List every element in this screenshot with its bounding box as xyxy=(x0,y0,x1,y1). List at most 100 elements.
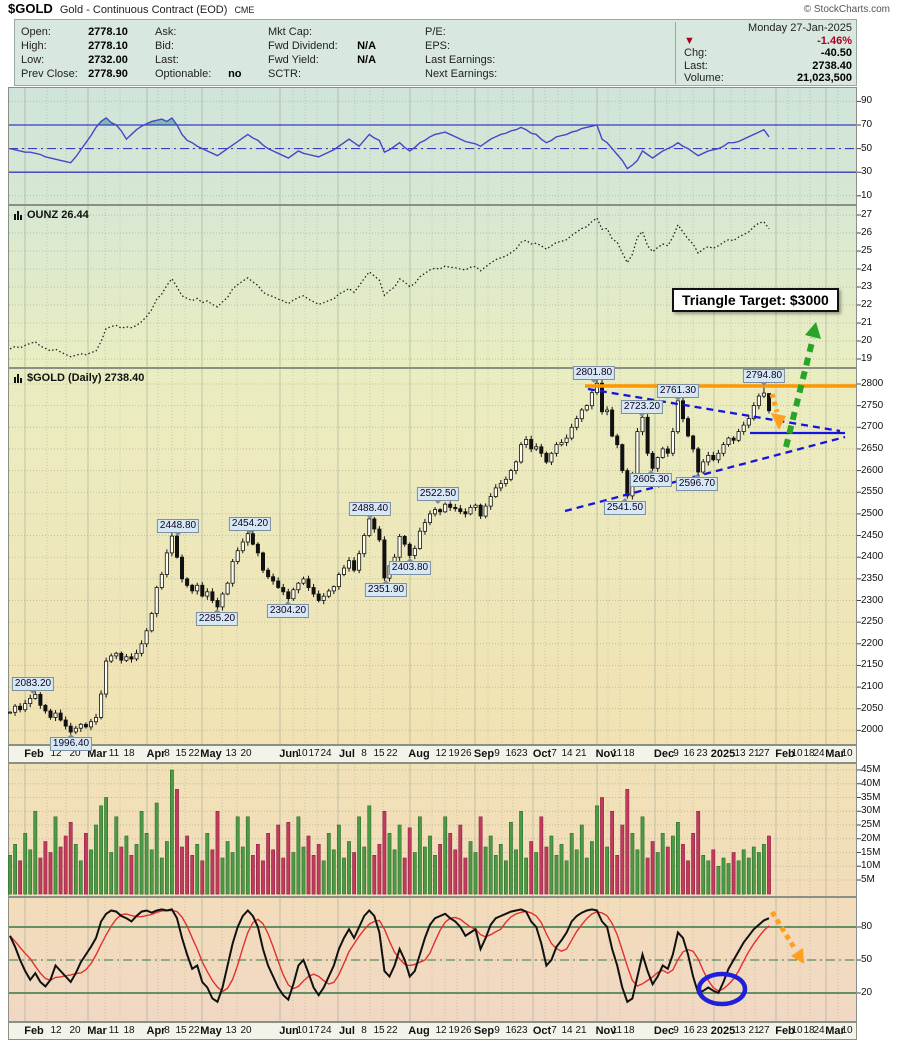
info-value: no xyxy=(228,68,242,80)
y-axis-label: 30 xyxy=(861,166,873,178)
info-label: Fwd Yield: xyxy=(268,54,319,66)
y-axis-label: 70 xyxy=(861,119,873,130)
quote-col-ohlc: Open: 2778.10 High: 2778.10 Low: 2732.00 Pr… xyxy=(21,25,128,81)
x-axis-label: 22 xyxy=(386,1025,398,1036)
security-name: Gold - Continuous Contract (EOD) xyxy=(59,4,228,16)
x-axis-label: 8 xyxy=(164,1025,170,1036)
x-axis-label: 20 xyxy=(69,1025,81,1036)
y-axis-label: 10M xyxy=(861,860,881,872)
x-axis-label: 21 xyxy=(575,1025,587,1036)
volume-label: Volume: xyxy=(684,72,724,85)
y-axis-label: 2600 xyxy=(861,464,884,476)
info-label: Ask: xyxy=(155,26,177,38)
x-axis-label: Mar xyxy=(825,748,845,760)
chg-value: -40.50 xyxy=(820,47,852,60)
x-axis-label: 24 xyxy=(813,748,825,759)
x-axis-label: 8 xyxy=(361,1025,367,1036)
x-axis-label: 10 xyxy=(841,1025,853,1036)
y-axis-label: 30M xyxy=(861,805,881,817)
x-axis-label: 9 xyxy=(673,748,679,759)
x-axis-label: 18 xyxy=(803,748,815,759)
y-axis-label: 2800 xyxy=(861,378,884,389)
x-axis-label: 14 xyxy=(561,748,573,759)
last-value: 2738.40 xyxy=(812,59,852,72)
x-axis-label: 21 xyxy=(748,748,760,759)
x-axis-label: 9 xyxy=(673,1025,679,1036)
y-axis-label: 2150 xyxy=(861,659,884,671)
x-axis-label: Feb xyxy=(24,748,44,760)
x-axis-label: 2025 xyxy=(710,1025,736,1037)
x-axis-label: Feb xyxy=(775,1025,795,1037)
x-axis-label: 21 xyxy=(748,1025,760,1036)
x-axis-label: 24 xyxy=(320,1025,332,1036)
info-label: Next Earnings: xyxy=(425,68,498,80)
quote-col-fundamentals: Mkt Cap: Fwd Dividend: N/A Fwd Yield: N/A… xyxy=(268,25,376,81)
x-axis-label: 12 xyxy=(50,1025,62,1036)
x-axis-label: 18 xyxy=(623,1025,635,1036)
x-axis-label: 16 xyxy=(683,1025,695,1036)
y-axis-label: 2700 xyxy=(861,421,884,433)
info-label: EPS: xyxy=(425,40,451,52)
legend-chart-icon xyxy=(14,373,24,383)
y-axis-label: 26 xyxy=(861,227,873,238)
price-callout: 2541.50 xyxy=(603,498,647,515)
y-axis-label: 2750 xyxy=(861,399,884,411)
x-axis-label: Jun xyxy=(279,1025,299,1037)
x-axis-label: 19 xyxy=(448,748,460,759)
y-axis-label: 15M xyxy=(861,846,881,858)
price-callout: 2351.90 xyxy=(364,580,408,597)
price-callout: 2304.20 xyxy=(266,601,310,618)
y-axis-label: 35M xyxy=(861,791,881,803)
x-axis-label: 26 xyxy=(460,748,472,759)
x-axis-label: 20 xyxy=(240,1025,252,1036)
info-label: Open: xyxy=(21,26,51,38)
x-axis-label: 12 xyxy=(50,748,62,759)
y-axis-label: 50 xyxy=(861,954,873,965)
info-value: N/A xyxy=(357,54,377,66)
price-callout: 2522.50 xyxy=(416,487,460,504)
y-axis-label: 27 xyxy=(861,209,873,220)
x-axis-label: 18 xyxy=(623,748,635,759)
y-axis-label: 2400 xyxy=(861,551,884,563)
y-axis-label: 2000 xyxy=(861,724,884,736)
stochastics-panel xyxy=(8,897,857,1022)
x-axis-label: Feb xyxy=(24,1025,44,1037)
y-axis-label: 2450 xyxy=(861,529,884,541)
x-axis-label: Mar xyxy=(87,1025,107,1037)
x-axis-label: 23 xyxy=(696,748,708,759)
x-axis-label: 18 xyxy=(123,748,135,759)
y-axis-label: 2200 xyxy=(861,637,884,649)
x-axis-label: 12 xyxy=(435,748,447,759)
price-callout: 2083.20 xyxy=(11,677,55,694)
y-axis-label: 24 xyxy=(861,263,873,274)
x-axis-label: May xyxy=(200,1025,222,1037)
price-callout: 1996.40 xyxy=(49,734,93,751)
x-axis-label: Sep xyxy=(473,748,495,760)
ounz-legend: OUNZ 26.44 xyxy=(14,209,89,221)
x-axis-label: 9 xyxy=(494,748,500,759)
x-axis-label: 23 xyxy=(516,1025,528,1036)
info-value: 2778.10 xyxy=(88,26,128,38)
y-axis-label: 10 xyxy=(861,189,873,201)
x-axis-label: 11 xyxy=(108,748,120,759)
y-axis-label: 20M xyxy=(861,832,881,844)
legend-chart-icon xyxy=(14,210,24,220)
price-callout: 2448.80 xyxy=(156,519,200,536)
price-callout: 2794.80 xyxy=(742,369,786,386)
quote-col-bidask: Ask: Bid: Last: Optionable: no xyxy=(155,25,242,81)
info-label: High: xyxy=(21,40,47,52)
x-axis-label: 10 xyxy=(791,748,803,759)
x-axis-label: Mar xyxy=(825,1025,845,1037)
price-callout: 2285.20 xyxy=(195,609,239,626)
x-axis-label: 8 xyxy=(361,748,367,759)
info-label: SCTR: xyxy=(268,68,301,80)
quote-summary-block: Monday 27-Jan-2025 ▼ -1.46% Chg: -40.50 La… xyxy=(675,22,852,84)
ounz-overlay-panel xyxy=(8,205,857,368)
stockcharts-credit: © StockCharts.com xyxy=(803,4,890,15)
y-axis-label: 2500 xyxy=(861,507,884,519)
x-axis-label: May xyxy=(200,748,222,760)
x-axis-label: 15 xyxy=(373,1025,385,1036)
price-callout: 2761.30 xyxy=(656,384,700,401)
price-callout: 2723.20 xyxy=(620,400,664,417)
